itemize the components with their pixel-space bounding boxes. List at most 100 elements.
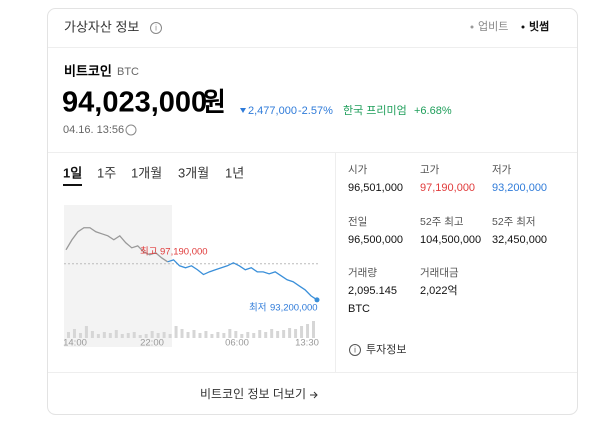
info-icon[interactable]	[125, 124, 137, 136]
volume-bar	[174, 326, 178, 338]
stat-label: 52주 최저	[492, 216, 536, 228]
period-tab[interactable]: 1주	[97, 165, 116, 180]
volume-bar	[216, 332, 220, 338]
price-unit: 원	[202, 87, 226, 117]
x-tick-label: 14:00	[63, 338, 87, 349]
price: 94,023,000	[62, 87, 207, 119]
low-label: 최저	[249, 302, 266, 313]
stat-label: 전일	[348, 215, 367, 228]
title: 가상자산 정보	[64, 19, 139, 34]
volume-bar	[192, 330, 196, 338]
volume-bar	[246, 332, 250, 338]
down-arrow	[240, 108, 246, 113]
info-icon[interactable]	[150, 22, 162, 34]
period-tab[interactable]: 3개월	[178, 165, 209, 180]
stat-label: 저가	[492, 164, 512, 176]
price-line-prev	[65, 227, 168, 263]
volume-bar	[90, 331, 94, 338]
stat-value: 96,500,000	[348, 234, 403, 246]
volume-bar	[186, 332, 190, 338]
volume-bar	[276, 331, 280, 338]
volume-bar	[168, 334, 172, 338]
volume-bar	[144, 334, 148, 338]
exchange-tab[interactable]: 업비트	[478, 20, 508, 33]
volume-bar	[84, 326, 88, 338]
x-tick-label: 22:00	[140, 338, 164, 349]
volume-bar	[180, 329, 184, 338]
volume-bar	[228, 329, 232, 338]
exchange-tab[interactable]: 빗썸	[529, 19, 549, 33]
volume-bar	[294, 329, 298, 338]
volume-bar	[264, 332, 268, 338]
volume-bar	[252, 333, 256, 338]
volume-bar	[240, 334, 244, 338]
prev-day-shade	[64, 205, 172, 347]
volume-bar	[258, 330, 262, 338]
stat-label: 거래대금	[420, 267, 459, 279]
premium: +6.68%	[414, 105, 452, 117]
volume-bar	[96, 334, 100, 338]
stat-value: 2,095.145	[348, 285, 397, 297]
x-tick-label: 06:00	[225, 338, 249, 349]
stat-label: 52주 최고	[420, 216, 464, 228]
volume-bar	[108, 333, 112, 338]
volume-bar	[210, 334, 214, 338]
info-icon-i: i	[354, 346, 356, 355]
stat-label: 고가	[420, 164, 440, 176]
volume-bar	[72, 329, 76, 338]
card	[47, 8, 578, 415]
volume-bar	[150, 331, 154, 338]
low-marker	[314, 297, 320, 303]
period-tab[interactable]: 1년	[225, 165, 244, 180]
volume-bar	[300, 326, 304, 338]
stat-label: 시가	[348, 164, 368, 176]
premium-label: 한국 프리미엄	[343, 104, 407, 117]
volume-bar	[288, 328, 292, 338]
high-label: 최고	[140, 246, 158, 257]
change: 2,477,000	[248, 105, 297, 117]
arrow	[310, 391, 318, 399]
volume-bar	[222, 333, 226, 338]
volume-bar	[132, 332, 136, 338]
volume-bar	[306, 324, 310, 338]
dot	[470, 25, 474, 29]
period-tab[interactable]: 1개월	[131, 165, 162, 180]
coin-name: 비트코인	[64, 63, 112, 78]
price-line	[167, 259, 318, 301]
low-value: 93,200,000	[270, 302, 318, 313]
volume-bar	[102, 332, 106, 338]
footer-link[interactable]: 비트코인 정보 더보기	[200, 387, 306, 401]
stat-value: 32,450,000	[492, 234, 547, 246]
coin-symbol: BTC	[117, 66, 139, 78]
volume-bar	[312, 321, 315, 338]
period-tab[interactable]: 1일	[63, 165, 82, 180]
volume-bar	[204, 331, 208, 338]
high-value: 97,190,000	[160, 246, 208, 257]
info-icon[interactable]	[349, 344, 361, 356]
volume-bar	[270, 329, 274, 338]
volume-bar	[78, 333, 82, 338]
stat-value: 2,022억	[420, 284, 458, 297]
stat-value: 96,501,000	[348, 182, 403, 194]
dot	[521, 25, 525, 29]
volume-bar	[114, 330, 118, 338]
volume-bar	[120, 334, 124, 338]
volume-bar	[67, 332, 70, 338]
stat-value: 104,500,000	[420, 234, 481, 246]
stat-label: 거래량	[348, 267, 377, 279]
timestamp: 04.16. 13:56	[63, 124, 124, 136]
x-tick-label: 13:30	[295, 338, 319, 349]
volume-bar	[234, 331, 238, 338]
info-icon-i: i	[155, 24, 157, 33]
stat-value: 97,190,000	[420, 182, 475, 194]
volume-bar	[126, 333, 130, 338]
volume-bar	[138, 335, 142, 338]
volume-bar	[198, 333, 202, 338]
stat-unit: BTC	[348, 303, 370, 315]
volume-bar	[162, 332, 166, 338]
volume-bar	[282, 330, 286, 338]
stat-value: 93,200,000	[492, 182, 547, 194]
invest-info[interactable]: 투자정보	[366, 343, 406, 356]
